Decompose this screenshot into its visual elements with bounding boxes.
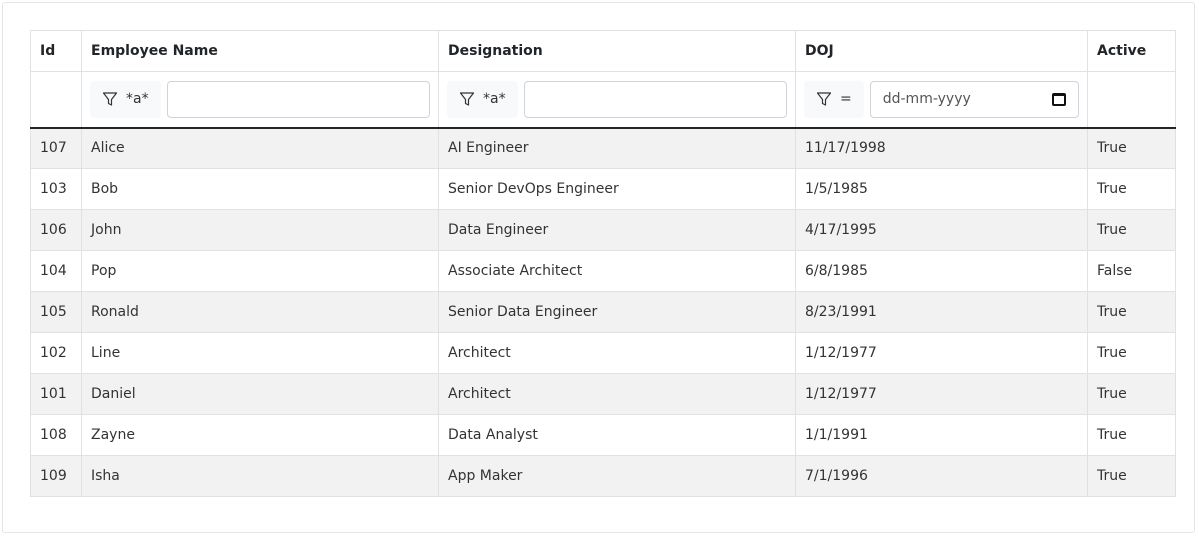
cell-active: False <box>1087 250 1176 292</box>
column-header-active[interactable]: Active <box>1087 30 1176 72</box>
cell-name: John <box>81 209 439 251</box>
table-row[interactable]: 104 Pop Associate Architect 6/8/1985 False <box>30 250 1176 292</box>
cell-designation: Senior Data Engineer <box>438 291 796 333</box>
table-row[interactable]: 103 Bob Senior DevOps Engineer 1/5/1985 True <box>30 168 1176 210</box>
cell-doj: 11/17/1998 <box>795 127 1088 169</box>
grid-body: 107 Alice AI Engineer 11/17/1998 True 103 Bob S… <box>30 127 1176 497</box>
table-row[interactable]: 109 Isha App Maker 7/1/1996 True <box>30 455 1176 497</box>
filter-cell-designation: *a* <box>438 71 796 129</box>
cell-id: 109 <box>30 455 82 497</box>
name-filter-operator: *a* <box>126 91 149 108</box>
column-header-designation[interactable]: Designation <box>438 30 796 72</box>
filter-cell-doj: = dd-mm-yyyy <box>795 71 1088 129</box>
header-row: Id Employee Name Designation DOJ Active <box>30 30 1176 72</box>
name-filter-input[interactable] <box>166 80 430 118</box>
doj-filter-operator-button[interactable]: = <box>804 80 864 118</box>
name-filter-operator-button[interactable]: *a* <box>90 80 161 118</box>
cell-doj: 7/1/1996 <box>795 455 1088 497</box>
cell-active: True <box>1087 455 1176 497</box>
cell-designation: Data Analyst <box>438 414 796 456</box>
filter-cell-active <box>1087 71 1176 129</box>
cell-active: True <box>1087 332 1176 374</box>
cell-designation: Senior DevOps Engineer <box>438 168 796 210</box>
filter-row: *a* *a* <box>30 71 1176 129</box>
cell-active: True <box>1087 373 1176 415</box>
cell-id: 107 <box>30 127 82 169</box>
cell-id: 108 <box>30 414 82 456</box>
column-header-id[interactable]: Id <box>30 30 82 72</box>
cell-active: True <box>1087 209 1176 251</box>
funnel-icon <box>459 92 475 106</box>
cell-name: Pop <box>81 250 439 292</box>
cell-name: Zayne <box>81 414 439 456</box>
cell-designation: Associate Architect <box>438 250 796 292</box>
cell-doj: 1/1/1991 <box>795 414 1088 456</box>
cell-doj: 1/12/1977 <box>795 373 1088 415</box>
funnel-icon <box>816 92 832 106</box>
table-row[interactable]: 105 Ronald Senior Data Engineer 8/23/1991 Tr… <box>30 291 1176 333</box>
cell-designation: AI Engineer <box>438 127 796 169</box>
cell-active: True <box>1087 291 1176 333</box>
cell-doj: 8/23/1991 <box>795 291 1088 333</box>
cell-designation: App Maker <box>438 455 796 497</box>
table-row[interactable]: 108 Zayne Data Analyst 1/1/1991 True <box>30 414 1176 456</box>
cell-id: 105 <box>30 291 82 333</box>
cell-doj: 6/8/1985 <box>795 250 1088 292</box>
column-header-employee-name[interactable]: Employee Name <box>81 30 439 72</box>
cell-doj: 4/17/1995 <box>795 209 1088 251</box>
cell-id: 104 <box>30 250 82 292</box>
cell-designation: Architect <box>438 332 796 374</box>
cell-id: 101 <box>30 373 82 415</box>
filter-cell-employee-name: *a* <box>81 71 439 129</box>
table-row[interactable]: 106 John Data Engineer 4/17/1995 True <box>30 209 1176 251</box>
designation-filter-operator-button[interactable]: *a* <box>447 80 518 118</box>
cell-name: Line <box>81 332 439 374</box>
cell-id: 106 <box>30 209 82 251</box>
table-row[interactable]: 107 Alice AI Engineer 11/17/1998 True <box>30 127 1176 169</box>
table-row[interactable]: 102 Line Architect 1/12/1977 True <box>30 332 1176 374</box>
doj-date-input[interactable]: dd-mm-yyyy <box>869 80 1079 118</box>
cell-active: True <box>1087 414 1176 456</box>
cell-id: 103 <box>30 168 82 210</box>
doj-filter-operator: = <box>840 91 852 108</box>
calendar-icon[interactable] <box>1052 92 1066 106</box>
cell-name: Bob <box>81 168 439 210</box>
cell-doj: 1/5/1985 <box>795 168 1088 210</box>
employee-grid: Id Employee Name Designation DOJ Active … <box>30 30 1176 497</box>
cell-name: Daniel <box>81 373 439 415</box>
cell-name: Ronald <box>81 291 439 333</box>
cell-id: 102 <box>30 332 82 374</box>
doj-date-placeholder: dd-mm-yyyy <box>882 91 971 108</box>
cell-doj: 1/12/1977 <box>795 332 1088 374</box>
cell-name: Alice <box>81 127 439 169</box>
table-row[interactable]: 101 Daniel Architect 1/12/1977 True <box>30 373 1176 415</box>
designation-filter-operator: *a* <box>483 91 506 108</box>
cell-name: Isha <box>81 455 439 497</box>
funnel-icon <box>102 92 118 106</box>
cell-active: True <box>1087 127 1176 169</box>
cell-active: True <box>1087 168 1176 210</box>
cell-designation: Data Engineer <box>438 209 796 251</box>
designation-filter-input[interactable] <box>523 80 787 118</box>
filter-cell-id <box>30 71 82 129</box>
cell-designation: Architect <box>438 373 796 415</box>
column-header-doj[interactable]: DOJ <box>795 30 1088 72</box>
